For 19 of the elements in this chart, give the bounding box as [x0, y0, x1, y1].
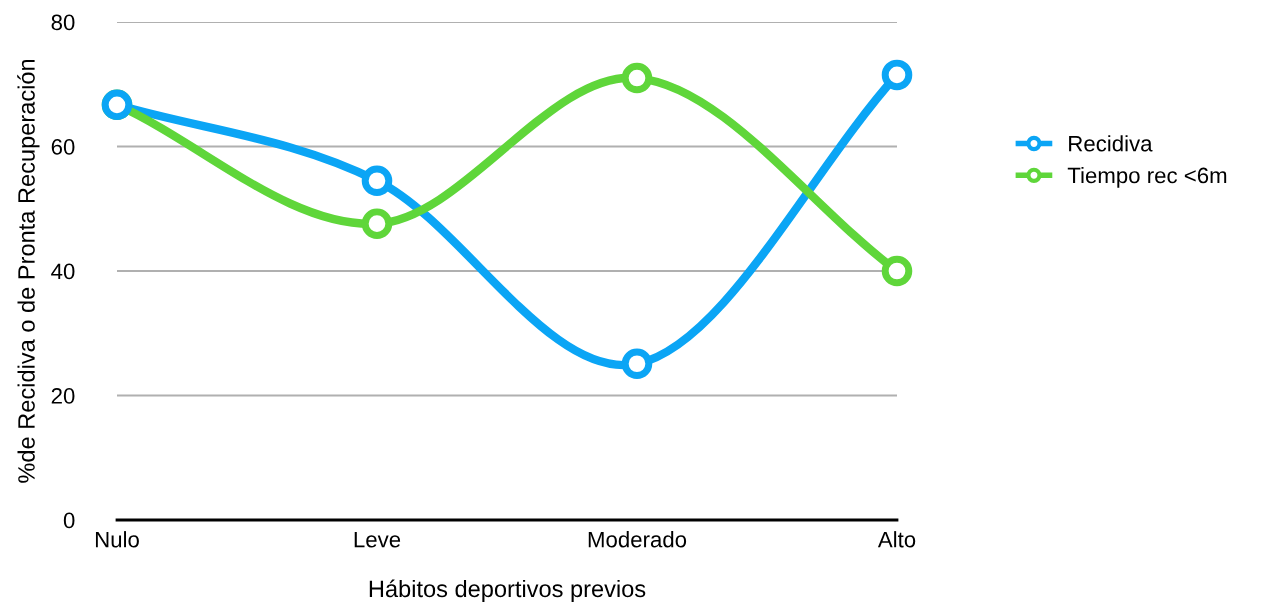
legend-label: Recidiva — [1069, 135, 1153, 152]
y-tick-label: 20 — [51, 388, 75, 404]
y-axis-title: %de Recidiva o de Pronta Recuperación — [17, 59, 40, 483]
x-axis-title: Hábitos deportivos previos — [369, 579, 646, 602]
point — [361, 208, 393, 239]
point — [881, 255, 913, 287]
x-tick-label: Moderado — [588, 531, 687, 548]
x-tick-label: Nulo — [95, 531, 139, 548]
point — [621, 62, 653, 94]
y-tick-label: 80 — [51, 14, 75, 31]
legend-label: Tiempo rec <6m — [1067, 167, 1227, 188]
point — [621, 348, 653, 380]
y-tick-label: 40 — [51, 263, 75, 280]
x-tick-label: Alto — [877, 531, 916, 548]
x-tick-label: Leve — [354, 531, 401, 548]
y-tick-label: 0 — [63, 512, 75, 529]
y-tick-label: 60 — [51, 139, 75, 155]
point — [361, 165, 393, 197]
point — [881, 59, 913, 91]
